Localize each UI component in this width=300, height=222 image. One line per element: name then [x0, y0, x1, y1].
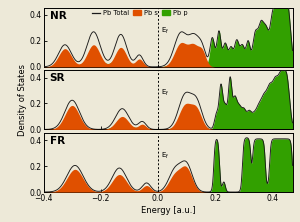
Text: SR: SR — [50, 73, 65, 83]
X-axis label: Energy [a.u.]: Energy [a.u.] — [141, 206, 195, 215]
Text: NR: NR — [50, 11, 67, 21]
Y-axis label: Density of States: Density of States — [17, 64, 26, 136]
Legend: Pb Total, Pb s, Pb p: Pb Total, Pb s, Pb p — [92, 10, 187, 16]
Text: $\mathsf{E_f}$: $\mathsf{E_f}$ — [161, 25, 170, 36]
Text: $\mathsf{E_f}$: $\mathsf{E_f}$ — [161, 151, 170, 161]
Text: $\mathsf{E_f}$: $\mathsf{E_f}$ — [161, 88, 170, 98]
Text: FR: FR — [50, 136, 65, 146]
